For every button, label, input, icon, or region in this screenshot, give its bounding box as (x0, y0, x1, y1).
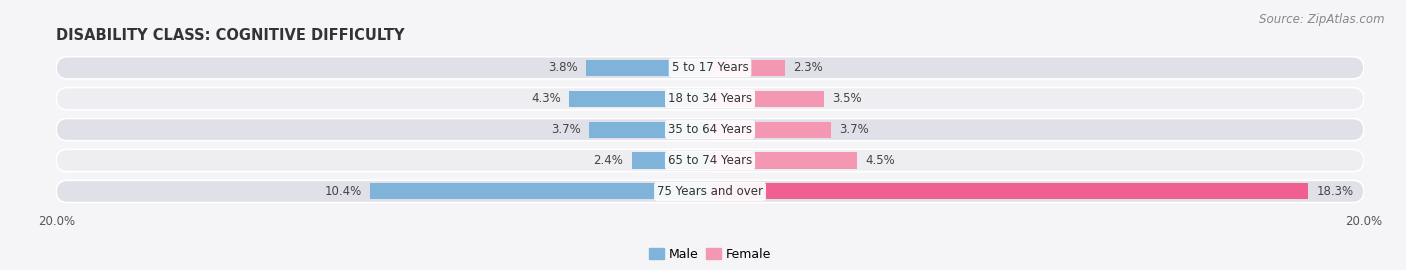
Text: 4.5%: 4.5% (865, 154, 896, 167)
Text: 3.7%: 3.7% (551, 123, 581, 136)
FancyBboxPatch shape (56, 149, 1364, 172)
Text: DISABILITY CLASS: COGNITIVE DIFFICULTY: DISABILITY CLASS: COGNITIVE DIFFICULTY (56, 28, 405, 43)
Text: 3.8%: 3.8% (548, 61, 578, 74)
Text: 18 to 34 Years: 18 to 34 Years (668, 92, 752, 105)
Bar (710, 153, 858, 168)
Text: 3.5%: 3.5% (832, 92, 862, 105)
FancyBboxPatch shape (56, 180, 1364, 202)
Text: 35 to 64 Years: 35 to 64 Years (668, 123, 752, 136)
Text: 18.3%: 18.3% (1316, 185, 1354, 198)
Bar (370, 183, 710, 200)
Bar (586, 60, 710, 76)
Text: 5 to 17 Years: 5 to 17 Years (672, 61, 748, 74)
Text: 3.7%: 3.7% (839, 123, 869, 136)
Bar (631, 153, 710, 168)
Text: 75 Years and over: 75 Years and over (657, 185, 763, 198)
Text: 10.4%: 10.4% (325, 185, 361, 198)
Legend: Male, Female: Male, Female (644, 243, 776, 266)
Bar (569, 91, 710, 107)
Text: 2.3%: 2.3% (793, 61, 823, 74)
Text: 4.3%: 4.3% (531, 92, 561, 105)
FancyBboxPatch shape (56, 87, 1364, 110)
Bar (710, 122, 831, 138)
Text: 2.4%: 2.4% (593, 154, 623, 167)
Bar (710, 91, 824, 107)
Text: 65 to 74 Years: 65 to 74 Years (668, 154, 752, 167)
Bar (589, 122, 710, 138)
Bar (710, 183, 1308, 200)
Bar (710, 60, 785, 76)
FancyBboxPatch shape (56, 119, 1364, 141)
Text: Source: ZipAtlas.com: Source: ZipAtlas.com (1260, 14, 1385, 26)
FancyBboxPatch shape (56, 57, 1364, 79)
